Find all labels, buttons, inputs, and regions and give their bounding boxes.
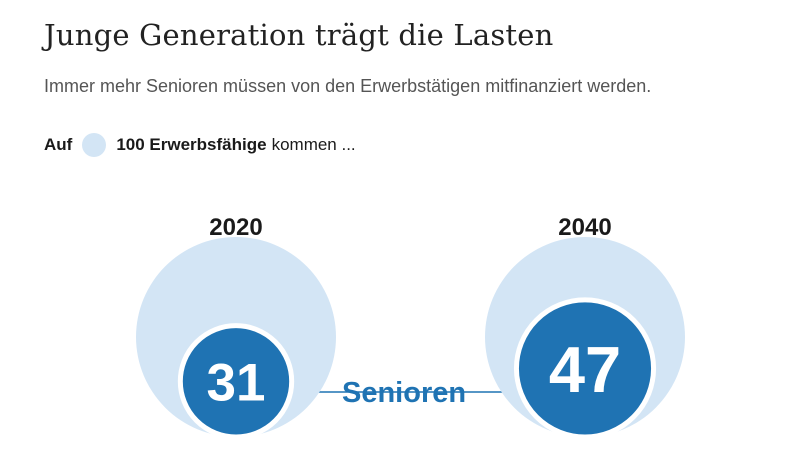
legend-base-label: 100 Erwerbsfähige	[116, 135, 267, 154]
legend-prefix: Auf	[44, 135, 73, 154]
value-label-2020: 31	[207, 353, 266, 412]
year-label-2040: 2040	[558, 214, 611, 241]
center-label: Senioren	[342, 377, 466, 409]
legend-suffix: kommen ...	[271, 135, 356, 154]
senior-circle-2020	[177, 323, 295, 440]
year-label-2020: 2020	[209, 214, 262, 241]
senior-circle-2040	[513, 297, 657, 440]
value-label-2040: 47	[549, 333, 621, 406]
chart-title: Junge Generation trägt die Lasten	[44, 18, 554, 52]
legend-base-circle-icon	[82, 133, 107, 157]
chart-subtitle: Immer mehr Senioren müssen von den Erwer…	[44, 76, 652, 96]
legend: Auf 100 Erwerbsfähige kommen ...	[44, 130, 356, 160]
